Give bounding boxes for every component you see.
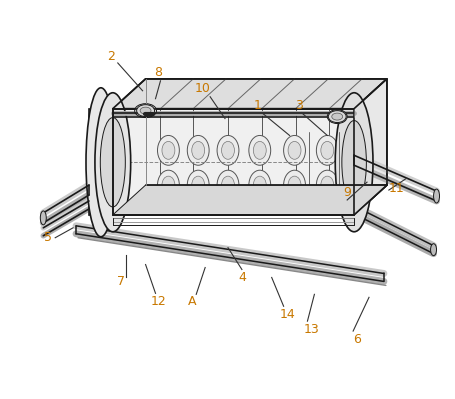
Text: 5: 5 <box>44 231 52 244</box>
Ellipse shape <box>253 176 266 194</box>
Ellipse shape <box>288 141 300 159</box>
Ellipse shape <box>217 170 238 200</box>
Ellipse shape <box>40 211 46 225</box>
Ellipse shape <box>320 141 333 159</box>
Ellipse shape <box>341 120 365 204</box>
Text: A: A <box>187 295 196 308</box>
Ellipse shape <box>283 135 305 165</box>
Polygon shape <box>89 109 112 215</box>
Ellipse shape <box>316 135 338 165</box>
Text: 4: 4 <box>238 271 245 284</box>
Ellipse shape <box>248 170 270 200</box>
Ellipse shape <box>327 110 346 124</box>
Polygon shape <box>112 185 386 215</box>
Ellipse shape <box>187 135 209 165</box>
Ellipse shape <box>100 118 125 207</box>
Ellipse shape <box>162 141 174 159</box>
Ellipse shape <box>433 189 439 203</box>
Text: 6: 6 <box>352 332 360 346</box>
Text: 13: 13 <box>303 322 318 336</box>
Ellipse shape <box>320 176 333 194</box>
Text: 3: 3 <box>295 99 303 112</box>
Ellipse shape <box>331 113 342 120</box>
Ellipse shape <box>217 135 238 165</box>
Ellipse shape <box>316 170 338 200</box>
Polygon shape <box>354 79 386 215</box>
Polygon shape <box>112 185 386 215</box>
Ellipse shape <box>134 104 156 118</box>
Ellipse shape <box>328 111 345 122</box>
Ellipse shape <box>138 106 152 115</box>
Ellipse shape <box>140 107 151 114</box>
Ellipse shape <box>95 93 131 232</box>
Ellipse shape <box>221 176 234 194</box>
Text: 9: 9 <box>343 186 350 199</box>
Ellipse shape <box>136 105 154 117</box>
Ellipse shape <box>248 135 270 165</box>
Ellipse shape <box>192 141 204 159</box>
Ellipse shape <box>288 176 300 194</box>
Polygon shape <box>112 79 386 109</box>
Text: 14: 14 <box>279 308 295 321</box>
Ellipse shape <box>86 88 116 237</box>
Text: 12: 12 <box>150 295 166 308</box>
Text: 11: 11 <box>388 182 404 195</box>
Polygon shape <box>112 109 354 215</box>
Text: 10: 10 <box>194 82 210 95</box>
Ellipse shape <box>157 135 179 165</box>
Text: 1: 1 <box>253 99 261 112</box>
Ellipse shape <box>330 113 343 120</box>
Ellipse shape <box>221 141 234 159</box>
Ellipse shape <box>334 93 372 232</box>
Text: 8: 8 <box>154 66 162 79</box>
Ellipse shape <box>283 170 305 200</box>
Ellipse shape <box>253 141 266 159</box>
Ellipse shape <box>157 170 179 200</box>
Text: 7: 7 <box>116 275 125 288</box>
Ellipse shape <box>162 176 174 194</box>
Ellipse shape <box>192 176 204 194</box>
Ellipse shape <box>430 244 435 256</box>
Text: 2: 2 <box>106 49 115 63</box>
Ellipse shape <box>187 170 209 200</box>
